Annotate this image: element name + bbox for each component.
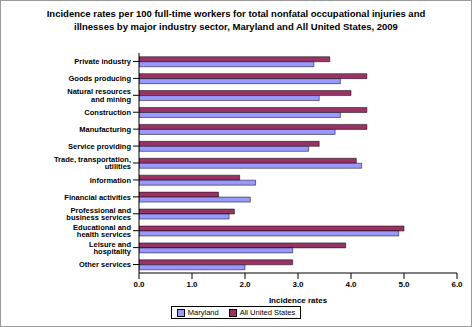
svg-text:6.0: 6.0: [451, 280, 463, 289]
svg-text:Manufacturing: Manufacturing: [79, 125, 131, 134]
svg-text:Other services: Other services: [79, 260, 131, 269]
svg-text:Professional andbusiness servi: Professional andbusiness services: [66, 206, 131, 223]
svg-text:Goods producing: Goods producing: [69, 74, 132, 83]
svg-text:Private industry: Private industry: [74, 57, 132, 66]
svg-text:Leisure andhospitality: Leisure andhospitality: [89, 240, 132, 257]
svg-text:5.0: 5.0: [398, 280, 410, 289]
svg-text:Trade, transportation,utilitie: Trade, transportation,utilities: [54, 155, 131, 172]
svg-text:Information: Information: [90, 176, 132, 185]
svg-text:2.0: 2.0: [239, 280, 251, 289]
svg-text:3.0: 3.0: [292, 280, 304, 289]
svg-text:Incidence rates: Incidence rates: [269, 296, 328, 303]
svg-text:0.0: 0.0: [133, 280, 145, 289]
svg-text:1.0: 1.0: [186, 280, 198, 289]
html-text:Incidence rates per 100 full-t: Incidence rates per 100 full-time worker…: [46, 8, 426, 32]
svg-text:Natural resourcesand mining: Natural resourcesand mining: [67, 87, 131, 104]
svg-text:Service providing: Service providing: [68, 142, 131, 151]
svg-text:Educational andhealth services: Educational andhealth services: [73, 223, 131, 240]
svg-text:Financial activities: Financial activities: [64, 193, 131, 202]
html-text:All United States: All United States: [239, 308, 296, 317]
html-text:Maryland: Maryland: [187, 308, 219, 317]
svg-text:Construction: Construction: [84, 108, 131, 117]
svg-text:4.0: 4.0: [345, 280, 357, 289]
